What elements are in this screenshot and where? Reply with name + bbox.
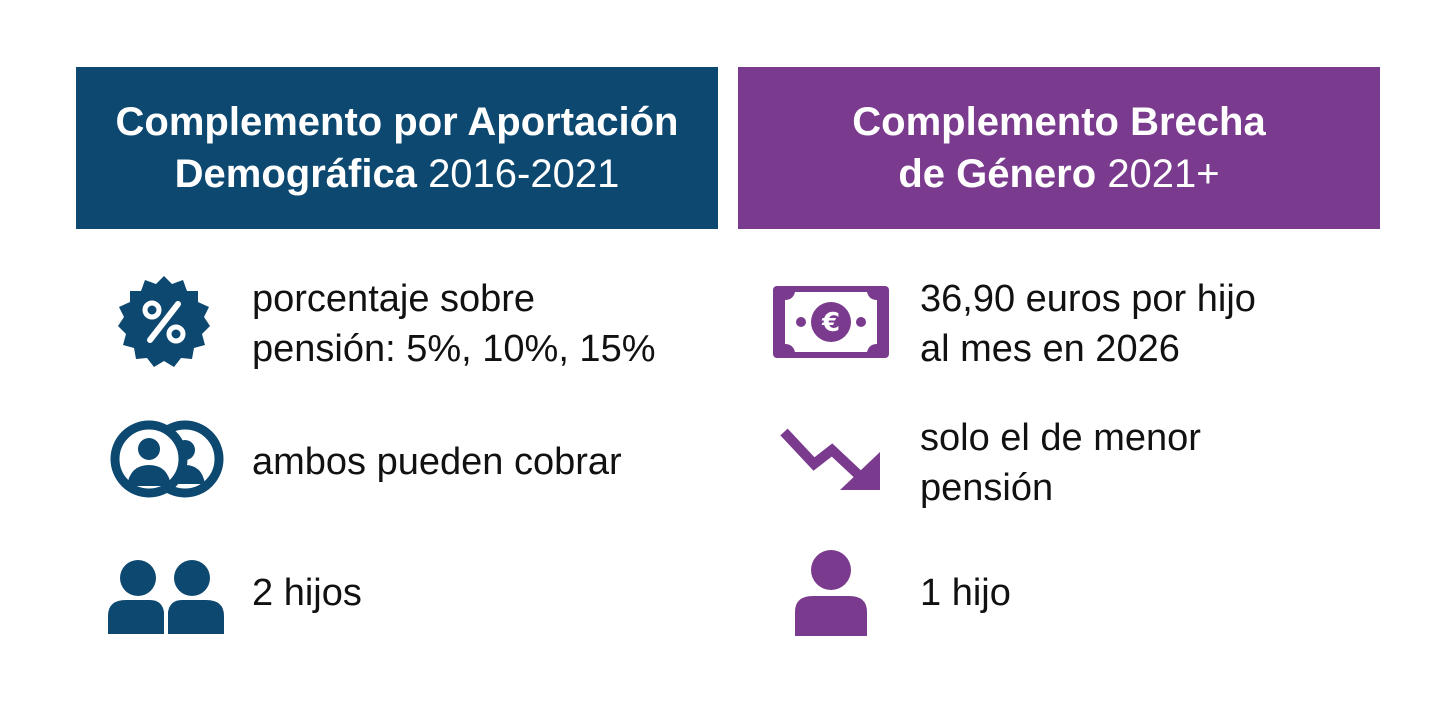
single-person-icon — [795, 550, 867, 636]
left-item-1-text: porcentaje sobre pensión: 5%, 10%, 15% — [252, 274, 656, 374]
right-item-3-text: 1 hijo — [920, 568, 1011, 618]
left-title-period: 2016-2021 — [428, 152, 620, 196]
right-title-line1: Complemento Brecha — [852, 96, 1265, 148]
left-item-3-line1: 2 hijos — [252, 572, 362, 614]
right-item-2-line2: pensión — [920, 467, 1054, 509]
right-title-bold-line1: Complemento Brecha — [852, 100, 1266, 144]
left-item-3-text: 2 hijos — [252, 568, 362, 618]
right-title-period: 2021+ — [1107, 152, 1220, 196]
right-panel-header: Complemento Brecha de Género 2021+ — [738, 67, 1380, 229]
two-people-icon — [108, 560, 224, 634]
two-users-circle-icon — [110, 420, 224, 498]
left-title-bold-line2: Demográfica — [174, 152, 417, 196]
left-item-1-line1: porcentaje sobre — [252, 278, 536, 320]
left-title-line2: Demográfica 2016-2021 — [175, 148, 620, 200]
right-item-2-text: solo el de menor pensión — [920, 413, 1201, 513]
right-item-1-line1: 36,90 euros por hijo — [920, 278, 1256, 320]
right-item-1-text: 36,90 euros por hijo al mes en 2026 — [920, 274, 1256, 374]
left-title-line1: Complemento por Aportación — [116, 96, 679, 148]
left-item-1-line2: pensión: 5%, 10%, 15% — [252, 328, 656, 370]
left-title-bold-line1: Complemento por Aportación — [115, 100, 679, 144]
left-item-2-text: ambos pueden cobrar — [252, 437, 622, 487]
left-panel-header: Complemento por Aportación Demográfica 2… — [76, 67, 718, 229]
right-item-1-line2: al mes en 2026 — [920, 328, 1180, 370]
trending-down-arrow-icon — [780, 428, 880, 490]
svg-text:€: € — [821, 308, 840, 338]
right-title-bold-line2: de Género — [898, 152, 1097, 196]
left-item-2-line1: ambos pueden cobrar — [252, 441, 622, 483]
percent-badge-icon — [118, 276, 210, 367]
right-item-3-line1: 1 hijo — [920, 572, 1011, 614]
right-title-line2: de Género 2021+ — [898, 148, 1219, 200]
right-item-2-line1: solo el de menor — [920, 417, 1201, 459]
euro-banknote-icon: € — [773, 286, 889, 358]
